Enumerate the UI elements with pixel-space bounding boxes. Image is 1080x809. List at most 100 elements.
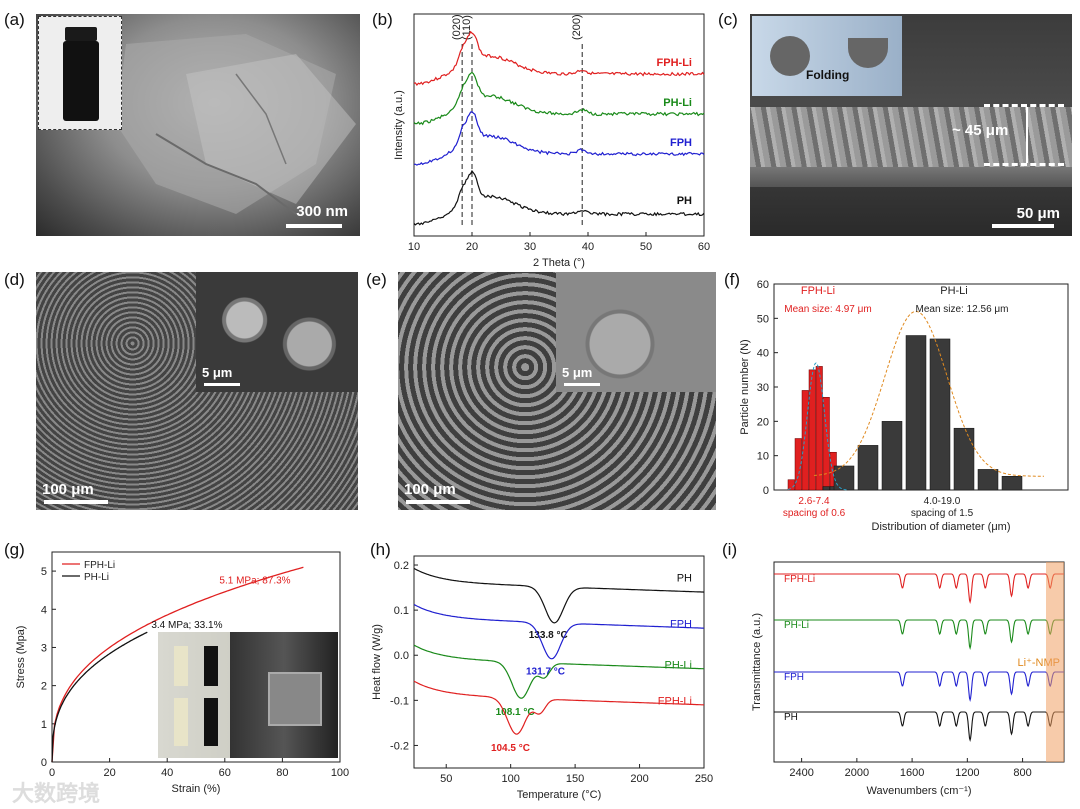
hist-range-label: 4.0-19.0 xyxy=(924,496,961,507)
scale-label-a: 300 nm xyxy=(296,203,348,220)
stress-xtick-label: 20 xyxy=(103,767,115,779)
xrd-xtick-label: 20 xyxy=(466,241,478,253)
hist-bar-ph-li xyxy=(881,421,903,491)
xrd-xtick-label: 50 xyxy=(640,241,652,253)
scale-label-d: 100 μm xyxy=(42,481,94,498)
ftir-series-label: PH xyxy=(784,712,798,723)
dsc-xtick-label: 50 xyxy=(440,773,452,785)
sem-image-a: 300 nm xyxy=(36,14,360,236)
folding-text: Folding xyxy=(806,68,850,82)
hist-mean-label: Mean size: 4.97 μm xyxy=(784,304,871,315)
thickness-arrow xyxy=(1026,107,1028,163)
folded-disc-icon xyxy=(848,38,888,68)
watermark: 大数跨境 xyxy=(12,782,101,807)
xrd-series-ph-li xyxy=(413,71,705,126)
xrd-peak-label: (110) xyxy=(461,15,473,40)
hist-bar-ph-li xyxy=(857,445,879,491)
ftir-xlabel: Wavenumbers (cm⁻¹) xyxy=(866,785,971,797)
dsc-xlabel: Temperature (°C) xyxy=(517,789,601,801)
scale-bar-e-inset xyxy=(564,383,600,386)
thickness-box xyxy=(984,104,1064,166)
stress-xtick-label: 100 xyxy=(331,767,349,779)
hist-bar-ph-li xyxy=(929,338,951,491)
hist-ytick-label: 0 xyxy=(763,485,769,497)
xrd-ylabel: Intensity (a.u.) xyxy=(393,90,405,160)
disc-icon xyxy=(770,36,810,76)
ftir-ylabel: Transmittance (a.u.) xyxy=(751,613,763,711)
vial-icon xyxy=(63,27,99,121)
dsc-series-label: FPH xyxy=(670,619,692,631)
ftir-frame xyxy=(773,561,1065,763)
ftir-xtick-label: 1600 xyxy=(900,767,924,779)
dsc-frame xyxy=(413,555,705,769)
xrd-series-fph xyxy=(413,111,705,166)
xrd-peak-label: (200) xyxy=(571,14,583,40)
ftir-xtick-label: 2400 xyxy=(789,767,813,779)
dogbone-sample-2 xyxy=(204,646,218,686)
hist-spacing-label: spacing of 0.6 xyxy=(783,508,846,519)
xrd-xtick-label: 40 xyxy=(582,241,594,253)
hist-fit-ph-li xyxy=(813,310,1044,477)
stress-xtick-label: 40 xyxy=(161,767,173,779)
scale-bar-c xyxy=(992,224,1054,228)
scale-label-e: 100 μm xyxy=(404,481,456,498)
ftir-series-ph-li xyxy=(774,619,1064,650)
dsc-peak-label: 108.1 °C xyxy=(496,707,535,718)
ftir-xtick-label: 800 xyxy=(1013,767,1031,779)
stress-ytick-label: 0 xyxy=(41,757,47,769)
ftir-series-ph xyxy=(774,711,1064,742)
hist-bar-fph-li xyxy=(787,479,795,491)
dsc-series-label: PH xyxy=(677,573,692,585)
dsc-ytick-label: 0.1 xyxy=(394,605,409,617)
xrd-xtick-label: 10 xyxy=(408,241,420,253)
xrd-xtick-label: 60 xyxy=(698,241,710,253)
stress-annotation: 3.4 MPa; 33.1% xyxy=(151,620,222,631)
xrd-frame xyxy=(413,13,705,237)
stress-ylabel: Stress (Mpa) xyxy=(15,626,27,689)
dsc-series-fph-li xyxy=(413,680,705,735)
inset-e: 5 μm xyxy=(556,272,716,392)
dsc-series-label: PH-Li xyxy=(664,659,692,671)
tensile-photo-inset xyxy=(158,632,338,758)
panel-label-g: (g) xyxy=(4,540,25,559)
stress-series-ph-li xyxy=(51,631,148,763)
hist-range-label: 2.6-7.4 xyxy=(798,496,830,507)
hist-bar-fph-li xyxy=(801,390,809,491)
dsc-series-fph xyxy=(413,603,705,660)
dsc-ytick-label: -0.1 xyxy=(390,695,409,707)
dsc-ytick-label: -0.2 xyxy=(390,740,409,752)
stress-annotation: 5.1 MPa; 87.3% xyxy=(219,575,290,586)
dsc-xtick-label: 150 xyxy=(566,773,584,785)
dsc-peak-label: 104.5 °C xyxy=(491,743,530,754)
hist-fit-fph-li xyxy=(787,362,849,491)
xrd-peak-label: (020) xyxy=(451,14,463,40)
xrd-xlabel: 2 Theta (°) xyxy=(533,257,585,269)
hist-bar-fph-li xyxy=(808,369,816,491)
hist-ytick-label: 10 xyxy=(757,451,769,463)
hist-ylabel: Particle number (N) xyxy=(739,339,751,434)
stress-ytick-label: 3 xyxy=(41,642,47,654)
sem-image-e: 5 μm 100 μm xyxy=(398,272,716,510)
hist-bar-ph-li xyxy=(953,427,975,491)
dsc-ylabel: Heat flow (W/g) xyxy=(371,624,383,700)
stress-ytick-label: 1 xyxy=(41,719,47,731)
dsc-xtick-label: 100 xyxy=(501,773,519,785)
stress-xtick-label: 60 xyxy=(219,767,231,779)
panel-label-h: (h) xyxy=(370,540,391,559)
hist-ytick-label: 50 xyxy=(757,313,769,325)
scale-bar-d-inset xyxy=(204,383,240,386)
xrd-series-label: PH-Li xyxy=(663,97,692,109)
hist-bar-ph-li xyxy=(905,335,927,491)
panel-label-f: (f) xyxy=(724,270,741,289)
dsc-peak-label: 131.7 °C xyxy=(526,666,565,677)
stress-ytick-label: 2 xyxy=(41,681,47,693)
ftir-xtick-label: 1200 xyxy=(955,767,979,779)
stress-xlabel: Strain (%) xyxy=(172,783,221,795)
panel-label-e: (e) xyxy=(366,270,387,289)
stress-ytick-label: 4 xyxy=(41,604,47,616)
inset-d: 5 μm xyxy=(196,272,358,392)
xrd-series-label: FPH-Li xyxy=(657,57,692,69)
tensile-clamp xyxy=(268,672,322,726)
ftir-series-label: FPH xyxy=(784,672,804,683)
xrd-series-fph-li xyxy=(413,30,705,86)
